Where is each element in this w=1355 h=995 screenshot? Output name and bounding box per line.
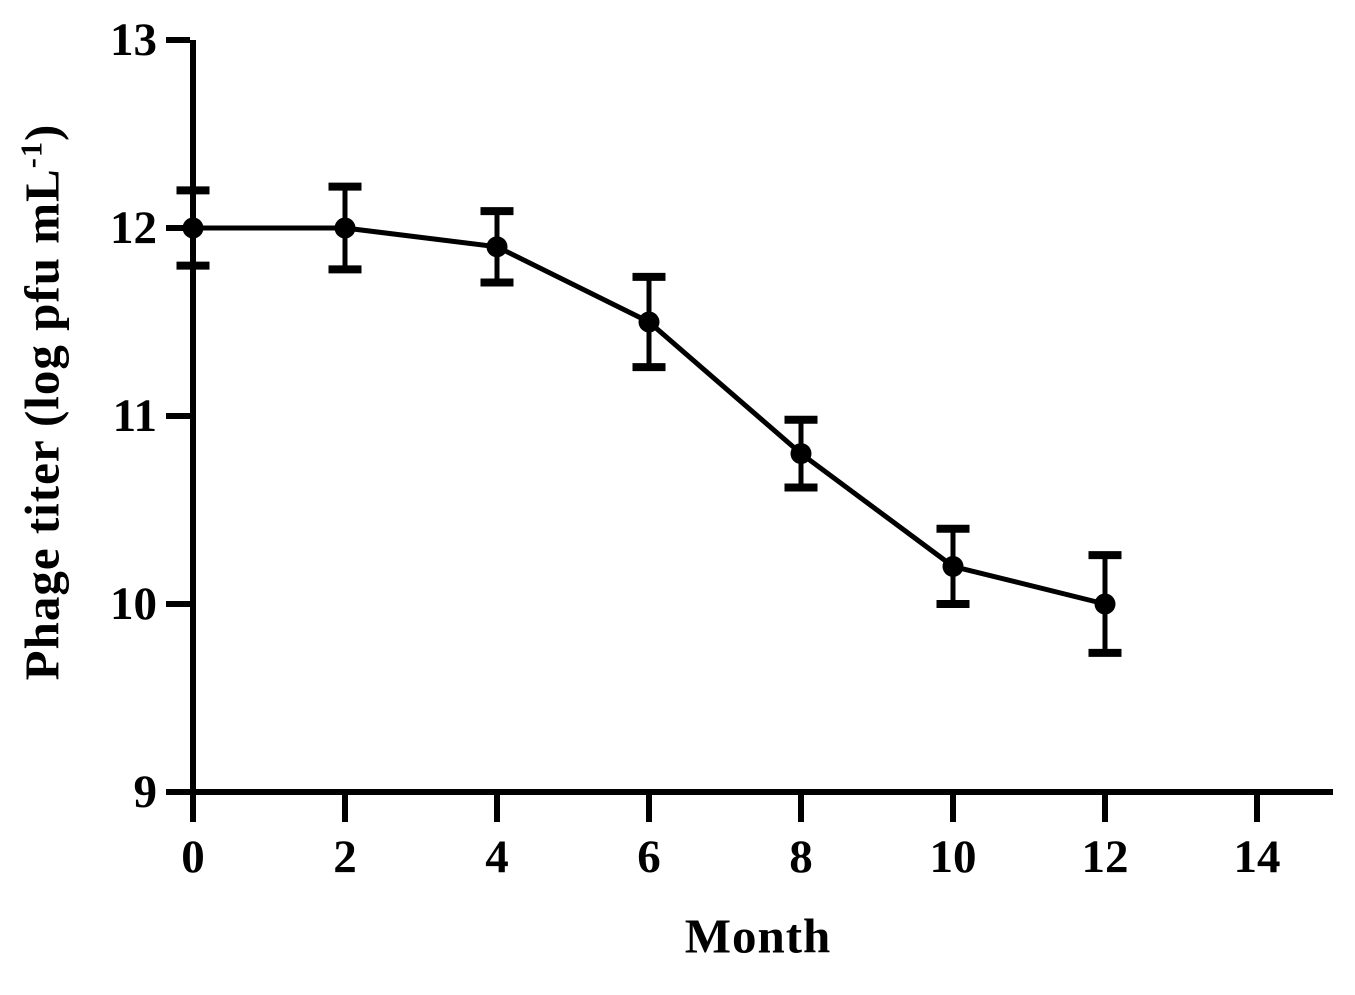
y-tick-label: 13 xyxy=(110,14,157,66)
y-axis-title: Phage titer (log pfu mL-1) xyxy=(14,124,71,681)
y-axis-title-text: Phage titer (log pfu mL xyxy=(14,168,70,681)
y-axis-title-close: ) xyxy=(14,123,70,141)
x-tick-label: 12 xyxy=(1082,831,1129,883)
x-axis-title: Month xyxy=(684,908,832,964)
x-tick-label: 10 xyxy=(930,831,977,883)
x-tick-label: 2 xyxy=(333,831,357,883)
y-tick-label: 12 xyxy=(110,202,157,254)
x-tick-label: 8 xyxy=(789,831,813,883)
x-tick-label: 4 xyxy=(485,831,509,883)
y-tick-label: 10 xyxy=(110,578,157,630)
data-point-marker xyxy=(638,311,660,333)
data-point-marker xyxy=(790,443,812,465)
x-tick-label: 14 xyxy=(1234,831,1281,883)
x-tick-label: 6 xyxy=(637,831,661,883)
x-tick-label: 0 xyxy=(181,831,205,883)
data-point-marker xyxy=(334,217,356,239)
data-point-marker xyxy=(1094,593,1116,615)
y-tick-label: 9 xyxy=(134,766,158,818)
y-tick-label: 11 xyxy=(113,390,157,442)
data-point-marker xyxy=(182,217,204,239)
data-point-marker xyxy=(942,555,964,577)
data-point-marker xyxy=(486,236,508,258)
y-axis-title-superscript: -1 xyxy=(14,140,49,169)
